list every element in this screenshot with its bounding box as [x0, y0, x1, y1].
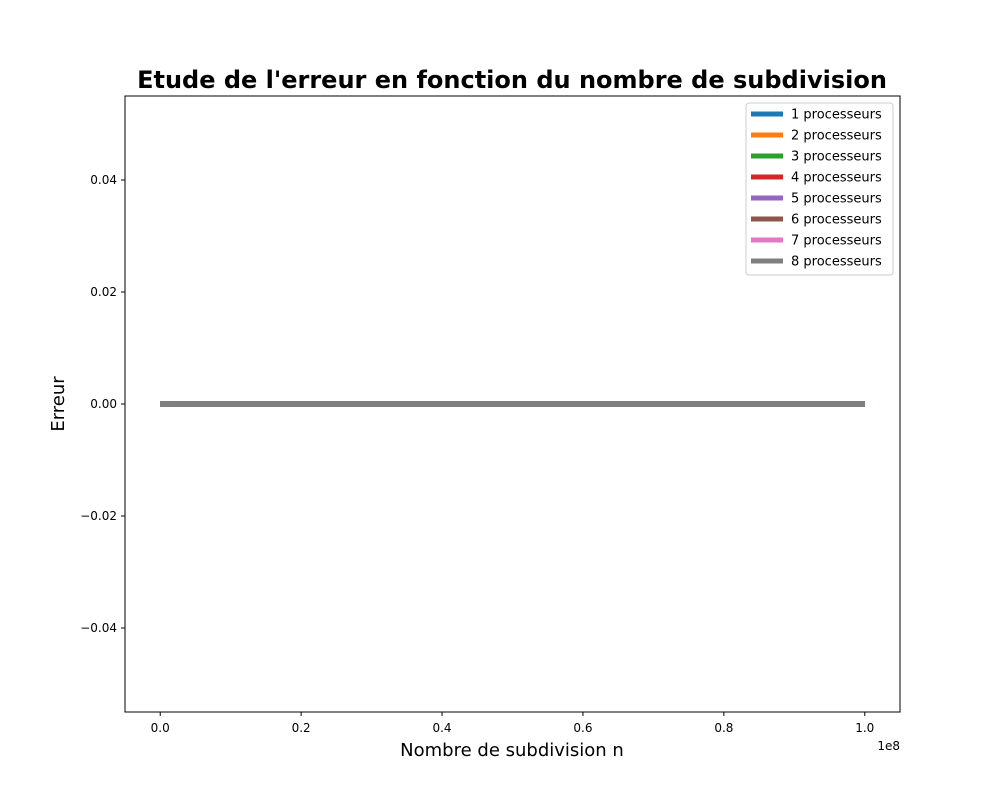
x-tick-label: 1.0 — [855, 721, 874, 735]
x-tick-label: 0.8 — [714, 721, 733, 735]
legend-label-3: 3 processeurs — [791, 150, 882, 165]
legend-label-2: 2 processeurs — [791, 129, 882, 144]
y-tick-label: −0.04 — [80, 621, 117, 635]
y-tick-label: 0.02 — [90, 285, 117, 299]
legend-label-4: 4 processeurs — [791, 171, 882, 186]
legend-box — [745, 102, 894, 276]
y-tick-label: −0.02 — [80, 509, 117, 523]
legend-label-7: 7 processeurs — [791, 234, 882, 249]
x-tick-label: 0.6 — [573, 721, 592, 735]
legend: 1 processeurs 2 processeurs 3 processeurs 4… — [745, 102, 894, 276]
y-axis-label: Erreur — [48, 376, 69, 432]
y-tick-label: 0.04 — [90, 173, 117, 187]
legend-label-5: 5 processeurs — [791, 192, 882, 207]
legend-label-1: 1 processeurs — [791, 108, 882, 123]
y-axis: 0.04 0.02 0.00 −0.02 −0.04 — [80, 173, 125, 635]
legend-label-6: 6 processeurs — [791, 213, 882, 228]
x-tick-label: 0.0 — [151, 721, 170, 735]
x-axis-label: Nombre de subdivision n — [400, 740, 624, 761]
x-offset-label: 1e8 — [877, 739, 900, 753]
x-axis: 0.0 0.2 0.4 0.6 0.8 1.0 — [151, 712, 874, 735]
legend-label-8: 8 processeurs — [791, 255, 882, 270]
y-tick-label: 0.00 — [90, 397, 117, 411]
chart-title: Etude de l'erreur en fonction du nombre … — [137, 66, 887, 94]
x-tick-label: 0.2 — [292, 721, 311, 735]
x-tick-label: 0.4 — [432, 721, 451, 735]
